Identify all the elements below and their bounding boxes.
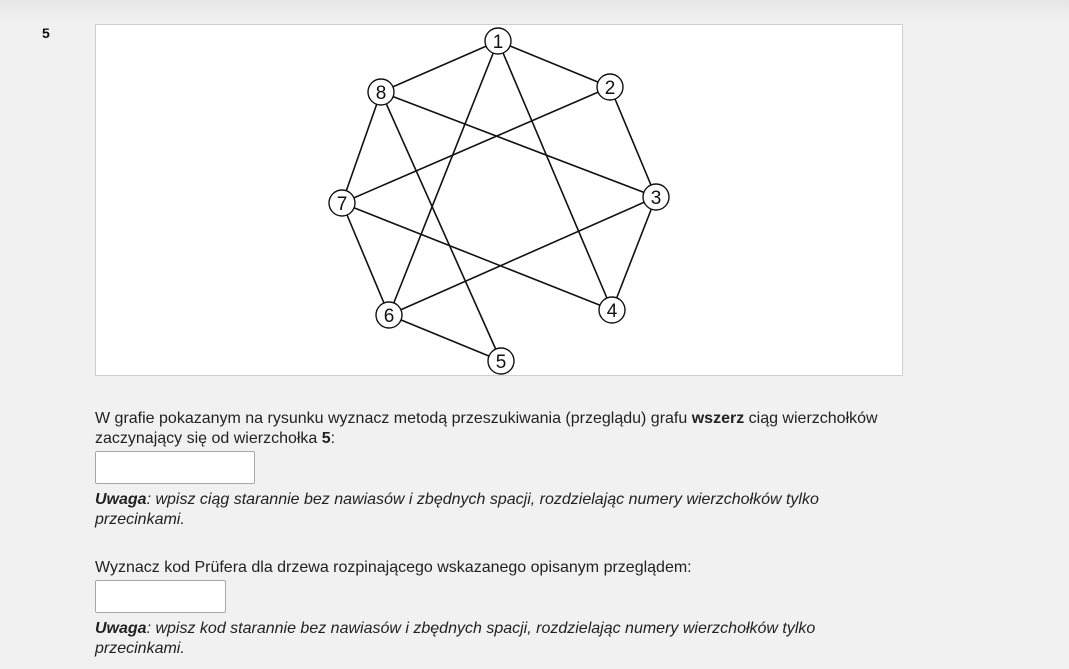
graph-edge-6-7 bbox=[341, 202, 390, 316]
graph-svg: 1 2 3 4 5 6 7 8 bbox=[328, 27, 670, 375]
top-shade bbox=[0, 0, 1069, 22]
graph-vertex-label: 4 bbox=[607, 301, 618, 322]
graph-vertex-label: 1 bbox=[493, 32, 504, 53]
graph-vertex-label: 5 bbox=[496, 352, 507, 373]
graph-vertex-5: 5 bbox=[487, 347, 515, 375]
graph-vertex-6: 6 bbox=[375, 301, 403, 329]
graph-figure: 1 2 3 4 5 6 7 8 bbox=[95, 24, 903, 376]
part1-note: Uwaga: wpisz ciąg starannie bez nawiasów… bbox=[95, 490, 855, 530]
graph-edge-4-7 bbox=[341, 202, 613, 311]
graph-vertex-circle bbox=[484, 27, 512, 55]
part1-bold-word: wszerz bbox=[691, 410, 745, 427]
part1-note-text: : wpisz ciąg starannie bez nawiasów i zb… bbox=[95, 491, 819, 528]
graph-vertex-circle bbox=[375, 301, 403, 329]
graph-vertex-circle bbox=[596, 73, 624, 101]
graph-vertex-1: 1 bbox=[484, 27, 512, 55]
part1-text-end: : bbox=[330, 430, 336, 447]
graph-edge-5-8 bbox=[380, 91, 502, 362]
graph-vertex-3: 3 bbox=[642, 183, 670, 211]
graph-vertex-7: 7 bbox=[328, 189, 356, 217]
part1-text-b: ciąg wierzchołków zaczynający się od wie… bbox=[95, 410, 878, 447]
part2-note: Uwaga: wpisz kod starannie bez nawiasów … bbox=[95, 619, 855, 659]
bfs-answer-input[interactable] bbox=[95, 451, 255, 484]
graph-vertex-8: 8 bbox=[367, 78, 395, 106]
graph-edge-2-3 bbox=[609, 86, 657, 198]
graph-edge-1-4 bbox=[497, 40, 613, 311]
graph-vertex-circle bbox=[367, 78, 395, 106]
graph-edge-7-8 bbox=[341, 91, 382, 204]
graph-vertex-circle bbox=[328, 189, 356, 217]
graph-vertex-label: 6 bbox=[384, 306, 395, 327]
graph-vertex-circle bbox=[487, 347, 515, 375]
part1-start-vertex: 5 bbox=[321, 430, 331, 447]
graph-vertex-circle bbox=[598, 296, 626, 324]
part2-note-text: : wpisz kod starannie bez nawiasów i zbę… bbox=[95, 620, 816, 657]
graph-vertex-4: 4 bbox=[598, 296, 626, 324]
part2-note-label: Uwaga bbox=[95, 620, 147, 637]
graph-vertex-2: 2 bbox=[596, 73, 624, 101]
graph-edge-5-6 bbox=[388, 314, 502, 362]
graph-edge-3-8 bbox=[380, 91, 657, 198]
question-part2-text: Wyznacz kod Prüfera dla drzewa rozpinają… bbox=[95, 559, 692, 576]
graph-vertex-label: 8 bbox=[376, 83, 387, 104]
graph-vertex-circle bbox=[642, 183, 670, 211]
graph-edge-1-6 bbox=[388, 40, 499, 316]
graph-vertex-label: 7 bbox=[337, 194, 348, 215]
graph-edge-2-7 bbox=[341, 86, 611, 204]
graph-edges bbox=[341, 40, 657, 362]
graph-edge-1-8 bbox=[380, 40, 499, 93]
graph-edge-3-4 bbox=[611, 196, 657, 311]
graph-edge-3-6 bbox=[388, 196, 657, 316]
part1-note-label: Uwaga bbox=[95, 491, 147, 508]
graph-edge-1-2 bbox=[497, 40, 611, 88]
prufer-answer-input[interactable] bbox=[95, 580, 226, 613]
question-number: 5 bbox=[42, 25, 50, 41]
graph-vertex-label: 3 bbox=[651, 188, 662, 209]
part1-text-a: W grafie pokazanym na rysunku wyznacz me… bbox=[95, 410, 692, 427]
graph-vertex-label: 2 bbox=[605, 78, 616, 99]
graph-vertices: 1 2 3 4 5 6 7 8 bbox=[328, 27, 670, 375]
question-part1-text: W grafie pokazanym na rysunku wyznacz me… bbox=[95, 409, 895, 449]
